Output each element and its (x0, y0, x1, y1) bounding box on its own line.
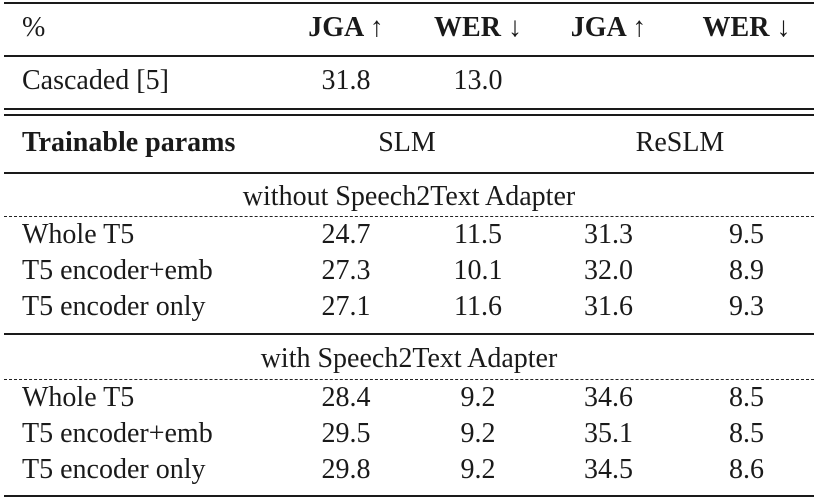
header-col-wer-slm: WER ↓ (434, 12, 522, 43)
row-jga-slm: 29.5 (321, 418, 371, 449)
row-wer-slm: 10.1 (453, 255, 503, 286)
header-row: % JGA ↑ WER ↓ JGA ↑ WER ↓ (4, 10, 814, 46)
table-row: Whole T5 28.4 9.2 34.6 8.5 (4, 380, 814, 416)
group-dashed-rule (4, 379, 814, 380)
row-jga-slm: 24.7 (321, 219, 371, 250)
cascaded-row: Cascaded [5] 31.8 13.0 (4, 63, 814, 99)
subheader-row: Trainable params SLM ReSLM (4, 125, 814, 161)
row-wer-slm: 11.6 (454, 291, 502, 322)
table-row: T5 encoder+emb 27.3 10.1 32.0 8.9 (4, 253, 814, 289)
row-wer-reslm: 8.6 (729, 454, 764, 485)
row-jga-reslm: 35.1 (584, 418, 633, 449)
header-rule (4, 55, 814, 57)
row-jga-reslm: 31.3 (584, 219, 633, 250)
bottom-rule (4, 495, 814, 497)
header-col-wer-reslm: WER ↓ (702, 12, 791, 43)
row-label: Whole T5 (22, 382, 135, 413)
cascaded-label: Cascaded [5] (22, 65, 169, 96)
row-jga-slm: 29.8 (321, 454, 371, 485)
row-label: T5 encoder+emb (22, 255, 213, 286)
cascaded-wer-slm: 13.0 (453, 65, 503, 96)
row-jga-reslm: 32.0 (584, 255, 633, 286)
table-row: T5 encoder+emb 29.5 9.2 35.1 8.5 (4, 416, 814, 452)
table-row: T5 encoder only 29.8 9.2 34.5 8.6 (4, 452, 814, 488)
row-jga-reslm: 31.6 (584, 291, 633, 322)
row-wer-slm: 9.2 (460, 454, 496, 485)
group-title: with Speech2Text Adapter (260, 343, 558, 374)
row-jga-reslm: 34.6 (584, 382, 633, 413)
header-col-jga-slm: JGA ↑ (308, 12, 384, 43)
subheader-rule (4, 172, 814, 174)
row-wer-reslm: 9.3 (729, 291, 764, 322)
row-wer-slm: 9.2 (460, 382, 496, 413)
double-rule-top (4, 108, 814, 110)
table-row: Whole T5 24.7 11.5 31.3 9.5 (4, 217, 814, 253)
top-rule (4, 2, 814, 4)
header-col-jga-reslm: JGA ↑ (570, 12, 647, 43)
subheader-label: Trainable params (22, 127, 236, 158)
subheader-reslm: ReSLM (635, 127, 725, 158)
double-rule-bottom (4, 114, 814, 116)
row-label: T5 encoder only (22, 454, 206, 485)
row-wer-reslm: 8.5 (729, 382, 764, 413)
row-label: T5 encoder only (22, 291, 206, 322)
group-title: without Speech2Text Adapter (242, 181, 576, 212)
row-label: Whole T5 (22, 219, 135, 250)
row-label: T5 encoder+emb (22, 418, 213, 449)
row-wer-slm: 11.5 (454, 219, 502, 250)
table-row: T5 encoder only 27.1 11.6 31.6 9.3 (4, 289, 814, 325)
row-jga-slm: 28.4 (321, 382, 371, 413)
row-jga-slm: 27.3 (321, 255, 371, 286)
row-wer-slm: 9.2 (460, 418, 496, 449)
row-jga-slm: 27.1 (321, 291, 371, 322)
row-wer-reslm: 9.5 (729, 219, 764, 250)
row-jga-reslm: 34.5 (584, 454, 633, 485)
group-dashed-rule (4, 216, 814, 217)
group-separator-rule (4, 333, 814, 335)
row-wer-reslm: 8.5 (729, 418, 764, 449)
results-table: % JGA ↑ WER ↓ JGA ↑ WER ↓ Cascaded [5] 3… (4, 0, 814, 503)
row-wer-reslm: 8.9 (729, 255, 764, 286)
header-label: % (22, 12, 46, 43)
cascaded-jga-slm: 31.8 (321, 65, 371, 96)
subheader-slm: SLM (378, 127, 436, 158)
